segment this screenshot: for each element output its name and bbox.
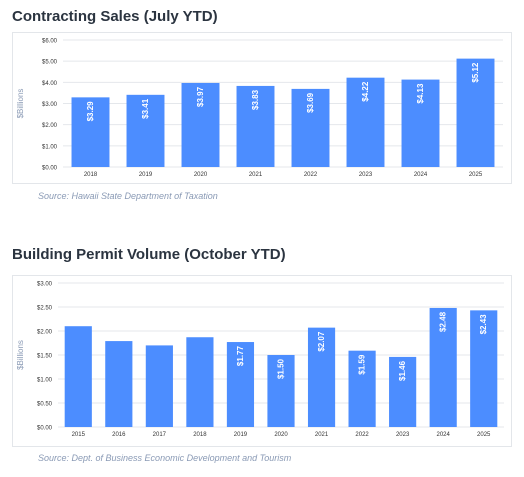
building-permit-chart: $0.00 $0.50 $1.00 $1.50 $2.00 $2.50 $3.00 $Bill…: [16, 282, 504, 438]
bar: [470, 310, 498, 427]
x-tick-label: 2025: [477, 432, 491, 438]
y-tick-label: $1.00: [42, 144, 58, 150]
chart-source: Source: Hawaii State Department of Taxat…: [38, 191, 218, 201]
data-label: $3.29: [86, 101, 95, 122]
chart-source: Source: Dept. of Business Economic Devel…: [38, 453, 292, 463]
x-tick-label: 2019: [139, 172, 153, 178]
bar: [71, 97, 110, 167]
x-tick-label: 2023: [359, 172, 373, 178]
data-label: $2.07: [317, 331, 326, 352]
y-tick-label: $1.50: [37, 354, 53, 360]
chart-frame: $0.00 $1.00 $2.00 $3.00 $4.00 $5.00 $6.00 $Bill…: [12, 32, 512, 184]
bar: [105, 341, 133, 427]
y-tick-label: $4.00: [42, 81, 58, 87]
x-tick-label: 2015: [72, 432, 86, 438]
chart-title: Contracting Sales (July YTD): [12, 8, 218, 25]
chart-title: Building Permit Volume (October YTD): [12, 246, 286, 263]
data-label: $1.59: [358, 354, 367, 375]
x-tick-label: 2020: [194, 172, 208, 178]
data-label: $1.50: [277, 358, 286, 379]
x-tick-label: 2017: [153, 432, 167, 438]
x-tick-label: 2022: [304, 172, 318, 178]
y-tick-label: $3.00: [37, 282, 53, 288]
data-label: $4.22: [361, 81, 370, 102]
y-tick-label: $6.00: [42, 39, 58, 45]
chart-frame: $0.00 $0.50 $1.00 $1.50 $2.00 $2.50 $3.00 $Bill…: [12, 275, 512, 447]
bar: [307, 327, 336, 427]
data-label: $3.41: [141, 98, 150, 119]
x-tick-label: 2024: [414, 172, 428, 178]
bar: [389, 356, 417, 427]
bar: [291, 88, 330, 167]
y-tick-label: $0.00: [37, 426, 53, 432]
x-tick-label: 2021: [249, 172, 263, 178]
x-tick-label: 2020: [274, 432, 288, 438]
y-tick-label: $2.00: [37, 330, 53, 336]
x-tick-label: 2022: [355, 432, 369, 438]
bar: [346, 77, 385, 167]
y-tick-label: $0.00: [42, 166, 58, 172]
x-tick-label: 2018: [193, 432, 207, 438]
data-label: $3.83: [251, 89, 260, 110]
data-label: $3.69: [306, 92, 315, 113]
x-tick-label: 2024: [437, 432, 451, 438]
data-label: $1.46: [398, 360, 407, 381]
x-tick-label: 2021: [315, 432, 329, 438]
bar: [267, 355, 295, 427]
data-label: $1.77: [236, 346, 245, 367]
bar: [126, 94, 165, 167]
x-tick-label: 2023: [396, 432, 410, 438]
y-tick-label: $3.00: [42, 102, 58, 108]
bar: [429, 307, 457, 427]
x-tick-label: 2025: [469, 172, 483, 178]
bar: [401, 79, 440, 167]
data-label: $2.43: [479, 314, 488, 335]
y-tick-label: $2.00: [42, 123, 58, 129]
bar: [64, 326, 92, 427]
contracting-sales-chart: $0.00 $1.00 $2.00 $3.00 $4.00 $5.00 $6.00 $Bill…: [16, 39, 503, 178]
bar: [348, 350, 376, 427]
bar: [236, 85, 275, 167]
data-label: $2.48: [439, 311, 448, 332]
x-tick-label: 2018: [84, 172, 98, 178]
x-tick-label: 2019: [234, 432, 248, 438]
y-tick-label: $2.50: [37, 306, 53, 312]
data-label: $3.97: [196, 86, 205, 107]
y-axis-label: $Billions: [16, 340, 25, 370]
bar: [145, 345, 173, 427]
data-label: $5.12: [471, 62, 480, 83]
bar: [186, 337, 214, 427]
y-tick-label: $5.00: [42, 60, 58, 66]
x-tick-label: 2016: [112, 432, 126, 438]
y-axis-label: $Billions: [16, 89, 25, 119]
y-tick-label: $1.00: [37, 378, 53, 384]
data-label: $4.13: [416, 83, 425, 104]
y-tick-label: $0.50: [37, 402, 53, 408]
bar: [456, 58, 495, 168]
bar: [226, 342, 255, 427]
bar: [181, 82, 220, 167]
